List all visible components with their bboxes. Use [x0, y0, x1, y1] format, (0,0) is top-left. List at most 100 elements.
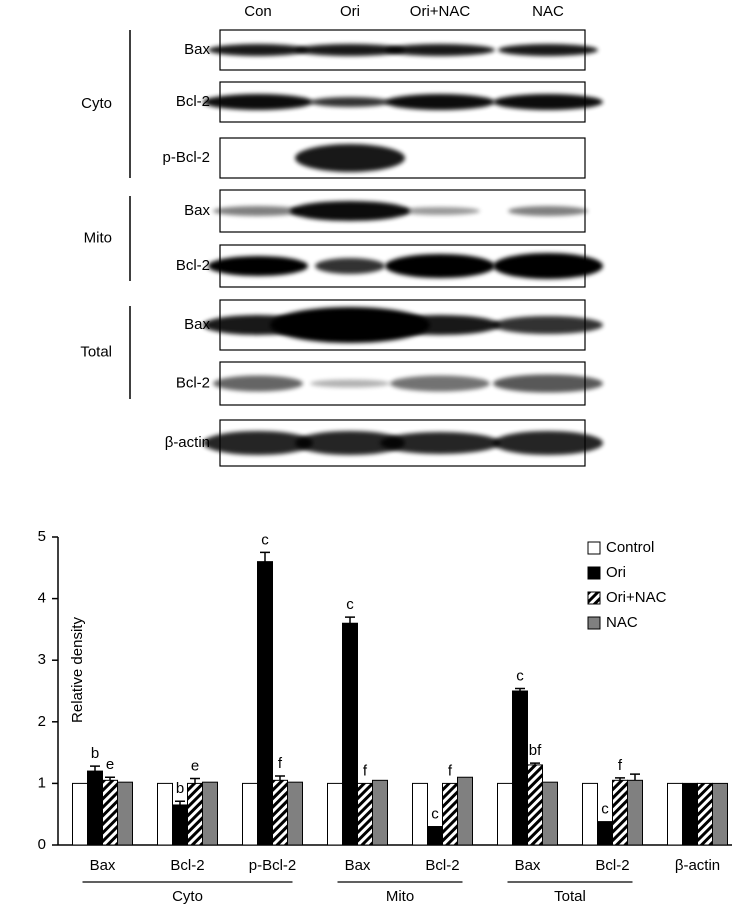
blot-band [385, 254, 495, 278]
blot-row-label: Bcl-2 [176, 257, 210, 274]
bar [682, 782, 698, 846]
y-axis-label: Relative density [69, 617, 86, 723]
blot-row-label: Bax [184, 202, 210, 219]
legend-swatch [587, 591, 601, 605]
significance-label: f [278, 755, 283, 772]
x-tick-label: β-actin [675, 857, 720, 874]
blot-band [380, 432, 500, 454]
error-bar [345, 616, 355, 624]
y-tick-label: 2 [38, 713, 46, 730]
bar [172, 804, 188, 846]
bar [427, 826, 443, 846]
blot-band [213, 206, 303, 216]
bar [627, 779, 643, 846]
blot-band [203, 94, 313, 110]
blot-band [310, 97, 390, 107]
group-label: Cyto [172, 888, 203, 905]
blot-band [508, 206, 588, 216]
legend-swatch [587, 541, 601, 555]
significance-label: e [106, 756, 114, 773]
bar [342, 622, 358, 846]
bar [457, 776, 473, 846]
significance-label: c [346, 596, 354, 613]
blot-band [295, 431, 405, 455]
legend-swatch [587, 616, 601, 630]
bar [242, 782, 258, 846]
blot-group-label: Cyto [81, 95, 112, 112]
y-tick-label: 4 [38, 590, 46, 607]
error-bar [260, 551, 270, 562]
error-bar [615, 777, 625, 781]
significance-label: c [431, 805, 439, 822]
x-tick-label: Bax [515, 857, 541, 874]
x-tick-label: p-Bcl-2 [249, 857, 297, 874]
bar [442, 782, 458, 846]
bar [187, 782, 203, 846]
bar [497, 782, 513, 846]
error-bar [630, 773, 640, 781]
blot-band [208, 256, 308, 276]
blot-band [493, 253, 603, 279]
blot-row-label: p-Bcl-2 [162, 149, 210, 166]
x-tick-label: Bcl-2 [595, 857, 629, 874]
bar [327, 782, 343, 846]
blot-band [310, 379, 390, 388]
error-bar [90, 765, 100, 772]
blot-row-label: Bcl-2 [176, 93, 210, 110]
x-tick-label: Bax [345, 857, 371, 874]
lane-label: Con [244, 3, 272, 20]
blot-band [295, 44, 405, 56]
error-bar [515, 687, 525, 691]
y-tick-label: 1 [38, 774, 46, 791]
lane-label: Ori+NAC [410, 3, 471, 20]
significance-label: e [191, 757, 199, 774]
significance-label: b [176, 780, 184, 797]
bar [272, 779, 288, 846]
bar [512, 690, 528, 846]
blot-band [315, 258, 385, 274]
blot-band [493, 316, 603, 334]
group-label: Total [554, 888, 586, 905]
group-label: Mito [386, 888, 414, 905]
legend-label: NAC [606, 614, 638, 631]
bar [542, 781, 558, 846]
blot-band [203, 431, 313, 455]
significance-label: f [448, 762, 453, 779]
blot-band [213, 375, 303, 392]
error-bar [275, 775, 285, 781]
error-bar [530, 762, 540, 765]
error-bar [190, 777, 200, 784]
blot-row-label: Bax [184, 316, 210, 333]
blot-band [380, 315, 500, 335]
bar [117, 781, 133, 846]
blot-band [385, 94, 495, 110]
blot-band [295, 144, 405, 172]
blot-band [493, 94, 603, 110]
bar [202, 781, 218, 846]
blot-band [400, 207, 480, 215]
bar [87, 770, 103, 846]
bar [257, 561, 273, 846]
blot-row-label: β-actin [165, 434, 210, 451]
bar [287, 781, 303, 846]
legend-label: Control [606, 539, 654, 556]
bar [357, 782, 373, 846]
x-tick-label: Bcl-2 [170, 857, 204, 874]
significance-label: f [363, 762, 368, 779]
error-bar [175, 800, 185, 805]
bar [597, 821, 613, 846]
bar [582, 782, 598, 846]
legend-label: Ori [606, 564, 626, 581]
blot-group-label: Total [80, 343, 112, 360]
blot-band [390, 375, 490, 392]
lane-label: NAC [532, 3, 564, 20]
x-tick-label: Bcl-2 [425, 857, 459, 874]
x-tick-label: Bax [90, 857, 116, 874]
bar [712, 782, 728, 846]
bar [372, 779, 388, 846]
bar [612, 779, 628, 846]
blot-band [493, 431, 603, 455]
blot-group-label: Mito [84, 229, 112, 246]
significance-label: c [516, 668, 524, 685]
